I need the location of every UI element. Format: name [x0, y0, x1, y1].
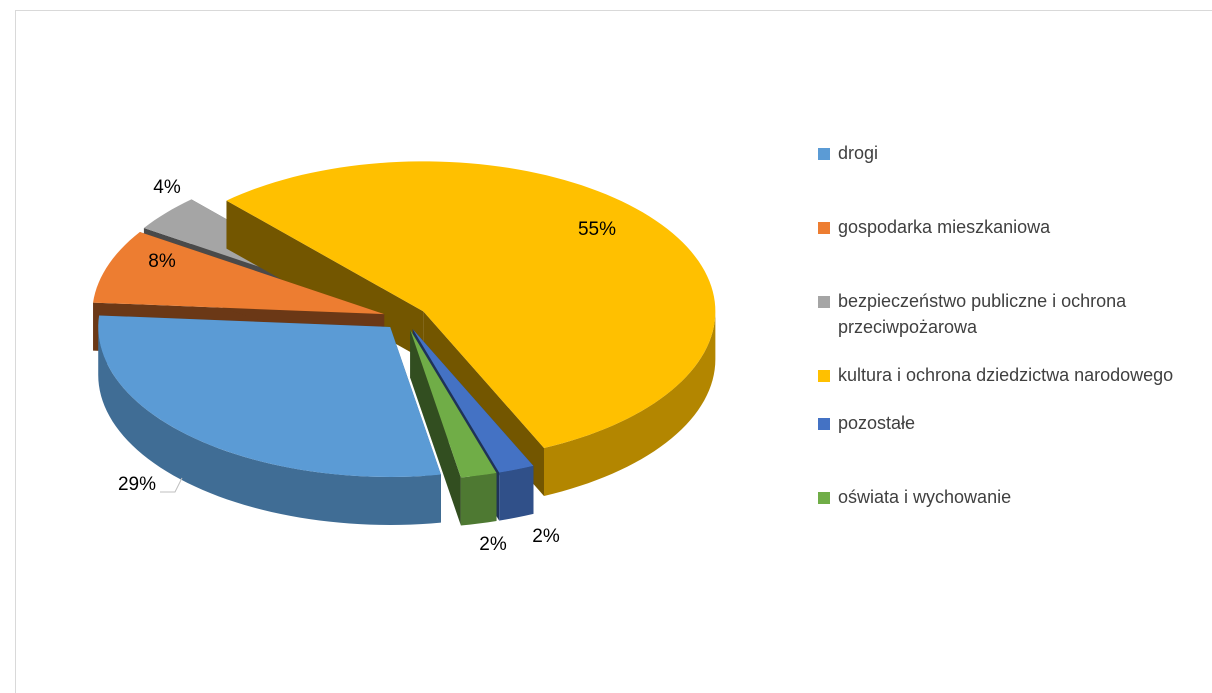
data-label: 55%	[578, 219, 616, 240]
legend-entry: bezpieczeństwo publiczne i ochrona przec…	[818, 288, 1198, 340]
legend: drogi gospodarka mieszkaniowa bezpieczeńst…	[818, 140, 1198, 510]
legend-swatch	[818, 492, 830, 504]
legend-label: kultura i ochrona dziedzictwa narodowego	[838, 365, 1174, 385]
legend-swatch	[818, 148, 830, 160]
slice	[98, 315, 441, 477]
legend-swatch	[818, 370, 830, 382]
slice	[412, 329, 534, 473]
legend-label: gospodarka mieszkaniowa	[838, 217, 1051, 237]
legend-swatch	[818, 296, 830, 308]
slice	[226, 161, 716, 448]
legend-label: pozostałe	[838, 413, 916, 433]
slice-side	[543, 311, 716, 496]
slice-side	[460, 473, 497, 526]
data-label: 29%	[118, 474, 156, 495]
legend-entry: pozostałe	[818, 410, 1198, 436]
data-label: 8%	[148, 251, 176, 272]
data-label: 2%	[479, 534, 507, 555]
legend-label: bezpieczeństwo publiczne i ochrona przec…	[838, 291, 1127, 337]
legend-label: oświata i wychowanie	[838, 487, 1012, 507]
legend-swatch	[818, 418, 830, 430]
leader-line	[160, 477, 183, 493]
legend-entry: oświata i wychowanie	[818, 484, 1198, 510]
data-label: 2%	[532, 526, 560, 547]
legend-entry: drogi	[818, 140, 1198, 166]
slice-side	[499, 465, 534, 521]
legend-entry: gospodarka mieszkaniowa	[818, 214, 1198, 240]
legend-label: drogi	[838, 143, 879, 163]
legend-entry: kultura i ochrona dziedzictwa narodowego	[818, 362, 1198, 388]
slice-wall	[410, 329, 461, 526]
data-label: 4%	[153, 177, 181, 198]
legend-swatch	[818, 222, 830, 234]
slice-side	[98, 326, 441, 525]
slice	[410, 329, 497, 478]
slice	[93, 231, 385, 315]
chart-border	[15, 10, 1212, 693]
